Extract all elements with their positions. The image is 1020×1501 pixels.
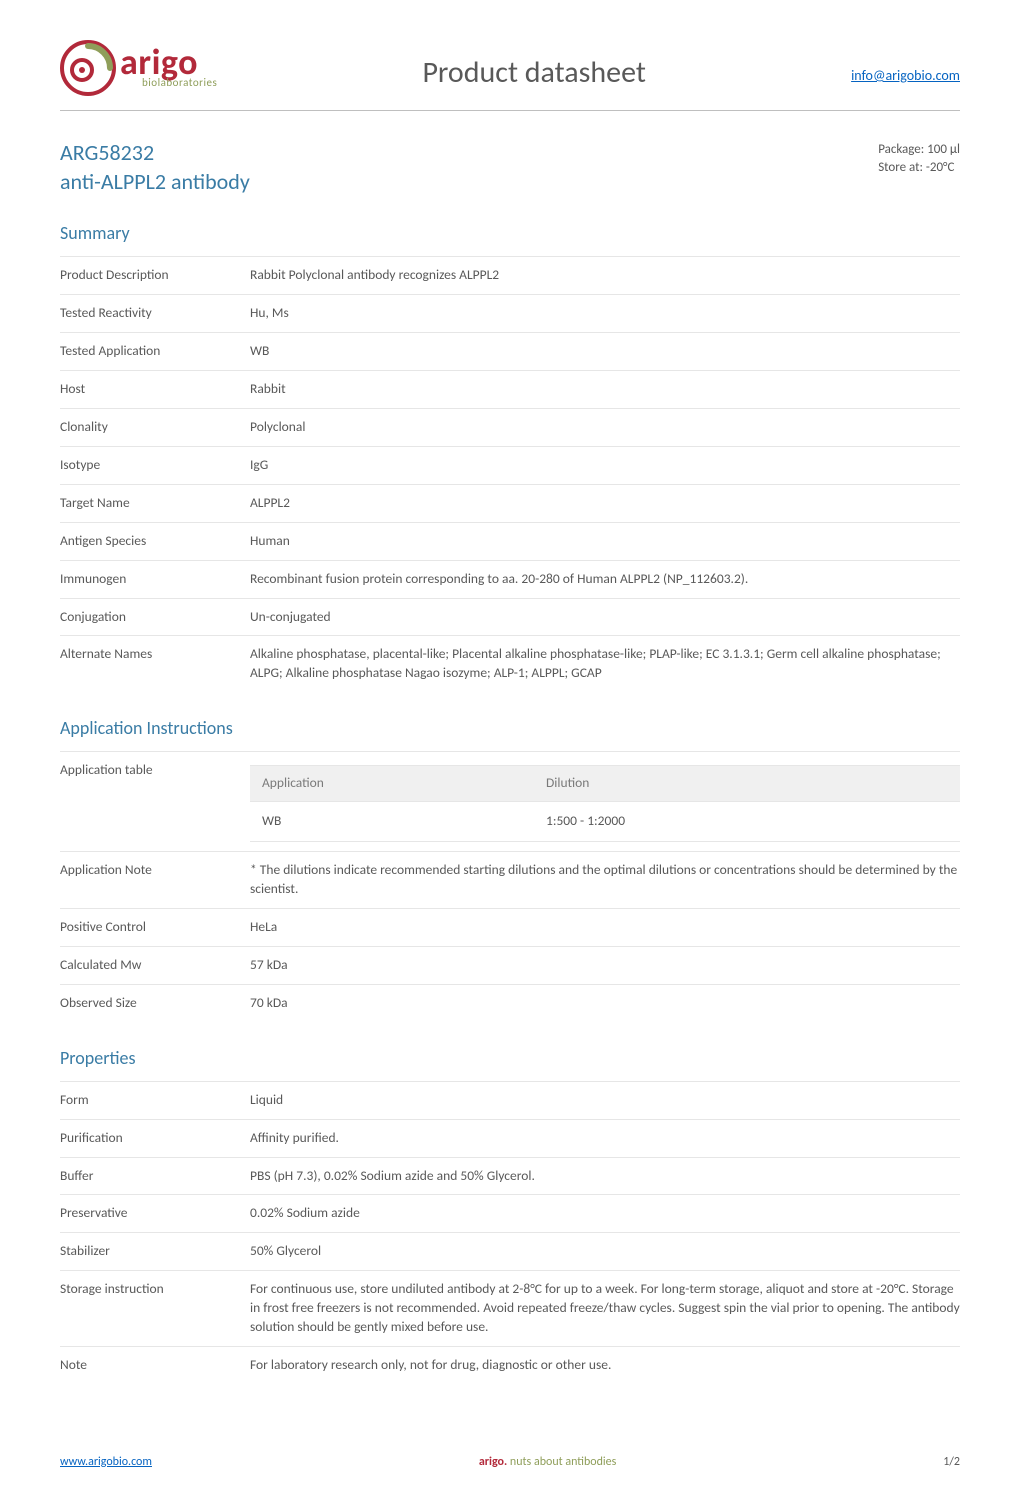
th-dilution: Dilution [534, 766, 960, 802]
kv-val: ALPPL2 [250, 494, 960, 513]
kv-val: 50% Glycerol [250, 1242, 960, 1261]
kv-key: Purification [60, 1129, 250, 1148]
kv-key: Preservative [60, 1204, 250, 1223]
table-row: Target NameALPPL2 [60, 484, 960, 522]
table-row: FormLiquid [60, 1081, 960, 1119]
logo-sub-text: biolaboratories [142, 75, 217, 90]
table-row: Tested ReactivityHu, Ms [60, 294, 960, 332]
properties-table: FormLiquid PurificationAffinity purified… [60, 1081, 960, 1384]
table-row: ClonalityPolyclonal [60, 408, 960, 446]
kv-key: Stabilizer [60, 1242, 250, 1261]
table-row: Positive ControlHeLa [60, 908, 960, 946]
kv-val: IgG [250, 456, 960, 475]
section-title-summary: Summary [60, 221, 960, 246]
kv-val: Recombinant fusion protein corresponding… [250, 570, 960, 589]
summary-table: Product DescriptionRabbit Polyclonal ant… [60, 256, 960, 692]
kv-key: Host [60, 380, 250, 399]
kv-val: For continuous use, store undiluted anti… [250, 1280, 960, 1337]
table-row: Antigen SpeciesHuman [60, 522, 960, 560]
kv-key: Application table [60, 761, 250, 842]
kv-key: Product Description [60, 266, 250, 285]
application-table: Application Dilution WB 1:500 - 1:2000 [250, 765, 960, 842]
kv-key: Buffer [60, 1167, 250, 1186]
tagline-rest: nuts about antibodies [510, 1455, 616, 1469]
kv-key: Tested Reactivity [60, 304, 250, 323]
storage-temp: Store at: -20°C [878, 159, 960, 177]
table-row: Storage instructionFor continuous use, s… [60, 1270, 960, 1346]
package-size: Package: 100 μl [878, 141, 960, 159]
table-row: Preservative0.02% Sodium azide [60, 1194, 960, 1232]
kv-val: Alkaline phosphatase, placental-like; Pl… [250, 645, 960, 683]
kv-key: Conjugation [60, 608, 250, 627]
table-row: ConjugationUn-conjugated [60, 598, 960, 636]
kv-val: Human [250, 532, 960, 551]
footer-site-link[interactable]: www.arigobio.com [60, 1454, 152, 1471]
product-name: anti-ALPPL2 antibody [60, 167, 250, 198]
table-row: HostRabbit [60, 370, 960, 408]
kv-key: Positive Control [60, 918, 250, 937]
kv-val: Affinity purified. [250, 1129, 960, 1148]
kv-key: Form [60, 1091, 250, 1110]
section-title-app-instructions: Application Instructions [60, 716, 960, 741]
kv-val: Un-conjugated [250, 608, 960, 627]
kv-val: 57 kDa [250, 956, 960, 975]
th-application: Application [250, 766, 534, 802]
tagline-brand: arigo. [479, 1455, 507, 1469]
kv-val: Rabbit Polyclonal antibody recognizes AL… [250, 266, 960, 285]
kv-key: Observed Size [60, 994, 250, 1013]
table-row: BufferPBS (pH 7.3), 0.02% Sodium azide a… [60, 1157, 960, 1195]
kv-key: Target Name [60, 494, 250, 513]
kv-key: Application Note [60, 861, 250, 899]
page-title: Product datasheet [217, 52, 851, 94]
table-row: Observed Size70 kDa [60, 984, 960, 1022]
kv-key: Note [60, 1356, 250, 1375]
kv-key: Alternate Names [60, 645, 250, 683]
kv-val: * The dilutions indicate recommended sta… [250, 861, 960, 899]
kv-val: HeLa [250, 918, 960, 937]
kv-val: Hu, Ms [250, 304, 960, 323]
app-instructions-block: Application table Application Dilution W… [60, 751, 960, 1021]
kv-key: Calculated Mw [60, 956, 250, 975]
table-row: Tested ApplicationWB [60, 332, 960, 370]
kv-key: Storage instruction [60, 1280, 250, 1337]
table-row: Stabilizer50% Glycerol [60, 1232, 960, 1270]
kv-key: Isotype [60, 456, 250, 475]
kv-val: 0.02% Sodium azide [250, 1204, 960, 1223]
table-row: Calculated Mw57 kDa [60, 946, 960, 984]
table-row: PurificationAffinity purified. [60, 1119, 960, 1157]
product-id: ARG58232 [60, 139, 250, 167]
kv-val: Rabbit [250, 380, 960, 399]
header-divider [60, 110, 960, 111]
footer-tagline: arigo. nuts about antibodies [479, 1455, 617, 1469]
table-row: Product DescriptionRabbit Polyclonal ant… [60, 256, 960, 294]
app-cell-app: WB [250, 802, 534, 842]
table-row: Alternate NamesAlkaline phosphatase, pla… [60, 635, 960, 692]
app-cell-dilution: 1:500 - 1:2000 [534, 802, 960, 842]
table-row: Application Note* The dilutions indicate… [60, 851, 960, 908]
table-row: NoteFor laboratory research only, not fo… [60, 1346, 960, 1384]
kv-key: Clonality [60, 418, 250, 437]
brand-logo: arigo biolaboratories [60, 40, 217, 96]
kv-val: PBS (pH 7.3), 0.02% Sodium azide and 50%… [250, 1167, 960, 1186]
kv-val: Liquid [250, 1091, 960, 1110]
table-row: IsotypeIgG [60, 446, 960, 484]
kv-val: WB [250, 342, 960, 361]
table-row: Application table Application Dilution W… [60, 751, 960, 851]
kv-key: Tested Application [60, 342, 250, 361]
kv-val: Polyclonal [250, 418, 960, 437]
kv-val: 70 kDa [250, 994, 960, 1013]
logo-swirl-icon [60, 40, 116, 96]
info-email-link[interactable]: info@arigobio.com [851, 66, 960, 86]
kv-key: Immunogen [60, 570, 250, 589]
table-row: ImmunogenRecombinant fusion protein corr… [60, 560, 960, 598]
kv-key: Antigen Species [60, 532, 250, 551]
section-title-properties: Properties [60, 1046, 960, 1071]
page-number: 1/2 [943, 1454, 960, 1471]
kv-val: For laboratory research only, not for dr… [250, 1356, 960, 1375]
